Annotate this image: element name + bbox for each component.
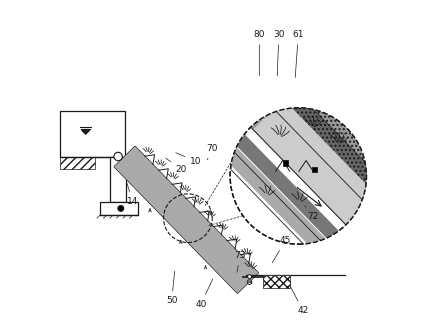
- Bar: [311, 167, 316, 172]
- Bar: [110, 156, 126, 202]
- Polygon shape: [82, 130, 89, 134]
- Bar: [262, 275, 289, 288]
- FancyBboxPatch shape: [253, 99, 382, 231]
- Text: 50: 50: [166, 271, 177, 305]
- Text: 61: 61: [292, 30, 303, 78]
- Circle shape: [114, 152, 122, 161]
- Text: 40: 40: [195, 279, 212, 309]
- Text: 70: 70: [206, 144, 218, 160]
- Circle shape: [247, 280, 251, 284]
- Text: 10: 10: [175, 153, 201, 166]
- Polygon shape: [114, 146, 258, 293]
- Circle shape: [230, 108, 366, 244]
- Circle shape: [247, 275, 251, 278]
- FancyBboxPatch shape: [263, 89, 393, 221]
- Text: 14: 14: [127, 184, 138, 206]
- Text: 30: 30: [273, 30, 284, 76]
- Text: 72: 72: [304, 206, 318, 221]
- Bar: [282, 160, 287, 166]
- Text: 73: 73: [233, 251, 245, 272]
- Bar: [59, 111, 124, 156]
- Text: 45: 45: [271, 236, 290, 263]
- FancyBboxPatch shape: [278, 75, 408, 206]
- Text: 20: 20: [166, 158, 187, 174]
- Polygon shape: [114, 146, 258, 293]
- Text: 42: 42: [289, 286, 308, 315]
- Circle shape: [117, 205, 123, 211]
- FancyBboxPatch shape: [291, 62, 421, 194]
- Bar: [100, 202, 137, 215]
- Bar: [59, 156, 95, 170]
- Text: 80: 80: [253, 30, 264, 76]
